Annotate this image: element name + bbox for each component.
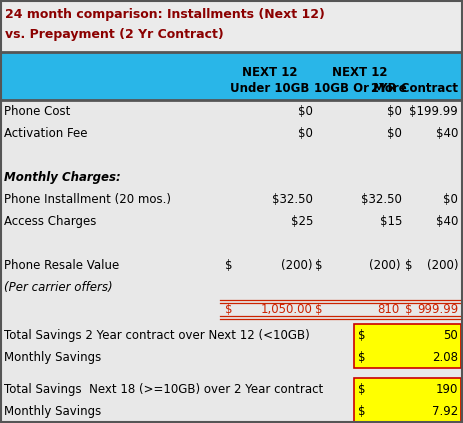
Text: $: $ [315,259,323,272]
Text: (Per carrier offers): (Per carrier offers) [4,281,113,294]
Text: $199.99: $199.99 [409,105,458,118]
Text: $: $ [358,329,365,342]
Text: Monthly Savings: Monthly Savings [4,405,101,418]
Text: 190: 190 [436,383,458,396]
Text: $: $ [405,303,413,316]
Text: $0: $0 [387,105,402,118]
Text: 2.08: 2.08 [432,351,458,364]
Text: Phone Resale Value: Phone Resale Value [4,259,119,272]
Text: 50: 50 [443,329,458,342]
Text: $0: $0 [443,193,458,206]
Text: Total Savings  Next 18 (>=10GB) over 2 Year contract: Total Savings Next 18 (>=10GB) over 2 Ye… [4,383,323,396]
Text: 7.92: 7.92 [432,405,458,418]
Text: $25: $25 [291,215,313,228]
Bar [354,324,461,368]
Text: $: $ [405,259,413,272]
Text: $: $ [225,259,232,272]
Text: 1,050.00: 1,050.00 [261,303,313,316]
Text: $: $ [225,303,232,316]
Text: Access Charges: Access Charges [4,215,96,228]
Text: $0: $0 [387,127,402,140]
Bar [354,378,461,422]
Text: Monthly Charges:: Monthly Charges: [4,171,121,184]
Text: $15: $15 [380,215,402,228]
Text: $40: $40 [436,127,458,140]
Bar [0,0,463,52]
Text: $: $ [358,383,365,396]
Text: 10GB Or More: 10GB Or More [313,82,407,95]
Text: vs. Prepayment (2 Yr Contract): vs. Prepayment (2 Yr Contract) [5,28,224,41]
Text: (200): (200) [426,259,458,272]
Text: 2YR Contract: 2YR Contract [371,82,458,95]
Text: $: $ [315,303,323,316]
Bar [0,100,463,423]
Text: (200): (200) [282,259,313,272]
Text: 999.99: 999.99 [417,303,458,316]
Text: $: $ [358,351,365,364]
Text: Total Savings 2 Year contract over Next 12 (<10GB): Total Savings 2 Year contract over Next … [4,329,310,342]
Text: (200): (200) [369,259,400,272]
Bar [0,52,463,100]
Text: $32.50: $32.50 [272,193,313,206]
Text: Monthly Savings: Monthly Savings [4,351,101,364]
Text: $0: $0 [298,127,313,140]
Text: 24 month comparison: Installments (Next 12): 24 month comparison: Installments (Next … [5,8,325,21]
Text: Under 10GB: Under 10GB [230,82,310,95]
Text: $0: $0 [298,105,313,118]
Text: Activation Fee: Activation Fee [4,127,88,140]
Text: NEXT 12: NEXT 12 [332,66,388,79]
Text: NEXT 12: NEXT 12 [242,66,298,79]
Text: Phone Installment (20 mos.): Phone Installment (20 mos.) [4,193,171,206]
Text: Phone Cost: Phone Cost [4,105,70,118]
Text: $32.50: $32.50 [361,193,402,206]
Text: $40: $40 [436,215,458,228]
Text: 810: 810 [378,303,400,316]
Text: $: $ [358,405,365,418]
